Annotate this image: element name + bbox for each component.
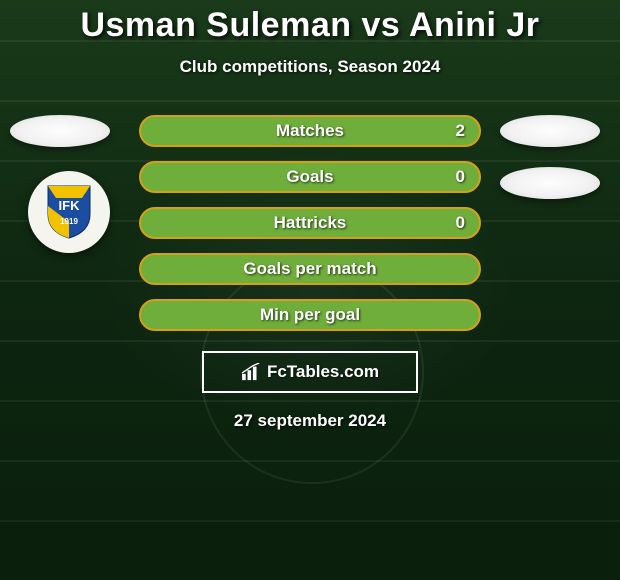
snapshot-date: 27 september 2024: [234, 411, 386, 431]
player1-club-badge: IFK 1919: [28, 171, 110, 253]
content-container: Usman Suleman vs Anini Jr Club competiti…: [0, 0, 620, 580]
stat-label: Goals per match: [243, 259, 376, 279]
stat-bar: Goals per match: [139, 253, 481, 285]
shield-year: 1919: [60, 217, 78, 226]
comparison-subtitle: Club competitions, Season 2024: [180, 57, 441, 77]
stat-bar: Goals 0: [139, 161, 481, 193]
ifk-shield-icon: IFK 1919: [46, 184, 92, 240]
stat-label: Min per goal: [260, 305, 360, 325]
stat-bar: Matches 2: [139, 115, 481, 147]
stat-label: Matches: [276, 121, 344, 141]
player2-avatar-placeholder: [500, 115, 600, 147]
stat-bars: Matches 2 Goals 0 Hattricks 0 Goals per match M…: [139, 115, 481, 331]
comparison-title: Usman Suleman vs Anini Jr: [80, 6, 539, 45]
stat-value-right: 2: [456, 121, 465, 141]
stat-value-right: 0: [456, 167, 465, 187]
stat-bar: Hattricks 0: [139, 207, 481, 239]
stat-value-right: 0: [456, 213, 465, 233]
bars-icon: [241, 363, 263, 381]
fctables-watermark: FcTables.com: [202, 351, 418, 393]
stat-label: Hattricks: [274, 213, 347, 233]
player1-avatar-placeholder: [10, 115, 110, 147]
stat-bar: Min per goal: [139, 299, 481, 331]
watermark-text: FcTables.com: [267, 362, 379, 382]
shield-abbr: IFK: [59, 198, 81, 213]
player2-club-placeholder: [500, 167, 600, 199]
comparison-arena: IFK 1919 Matches 2 Goals 0 Hattricks 0 Goals p…: [0, 115, 620, 331]
stat-label: Goals: [286, 167, 333, 187]
